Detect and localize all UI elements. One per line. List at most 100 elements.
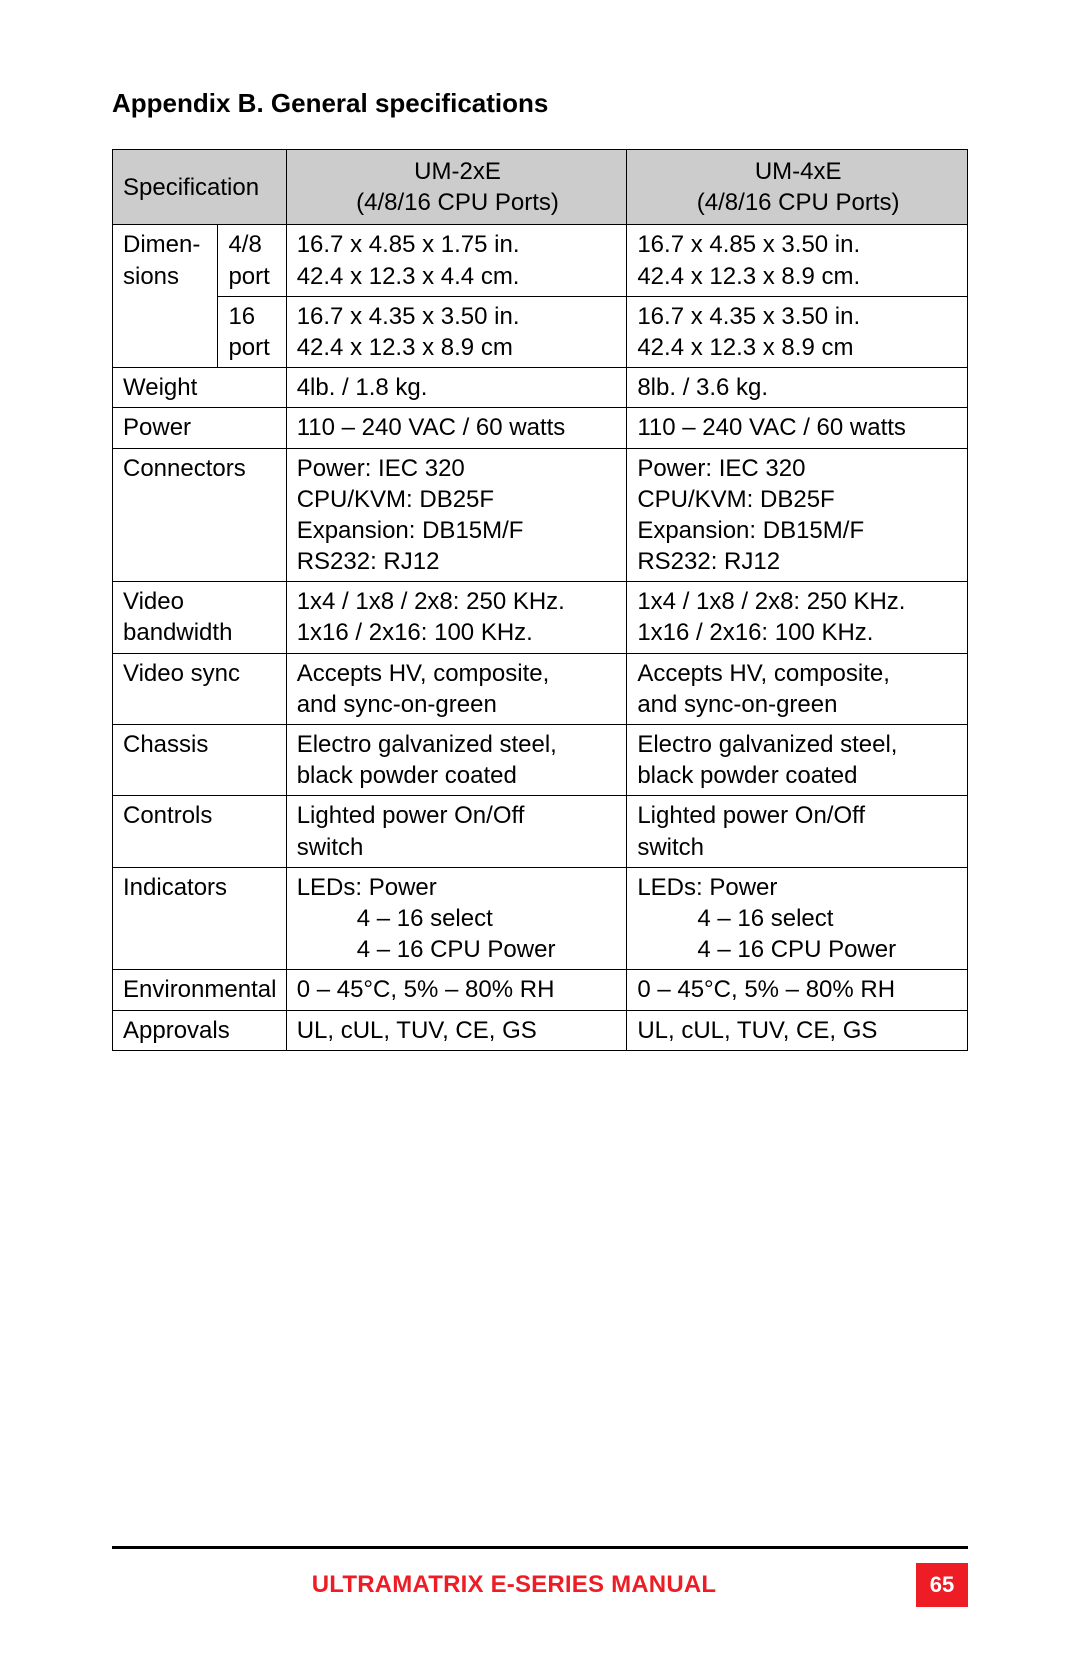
th-um4-sub: (4/8/16 CPU Ports) xyxy=(697,189,900,216)
cell-connectors-um2: Power: IEC 320 CPU/KVM: DB25F Expansion:… xyxy=(286,448,627,582)
controls-um4-l1: Lighted power On/Off xyxy=(637,802,865,829)
chassis-um4-l1: Electro galvanized steel, xyxy=(637,731,897,758)
conn-um4-l2: CPU/KVM: DB25F xyxy=(637,486,834,513)
th-um2xe: UM-2xE (4/8/16 CPU Ports) xyxy=(286,150,627,225)
cell-dim-48-label: 4/8 port xyxy=(218,225,286,296)
cell-power-um4: 110 – 240 VAC / 60 watts xyxy=(627,408,968,448)
row-dimensions-16: 16 port 16.7 x 4.35 x 3.50 in. 42.4 x 12… xyxy=(113,296,968,367)
cell-videosync-um4: Accepts HV, composite, and sync-on-green xyxy=(627,653,968,724)
cell-weight-label: Weight xyxy=(113,368,287,408)
th-um4-name: UM-4xE xyxy=(755,158,842,185)
cell-dim-16-label: 16 port xyxy=(218,296,286,367)
conn-um4-l4: RS232: RJ12 xyxy=(637,548,780,575)
ind-um2-l3: 4 – 16 CPU Power xyxy=(357,934,556,965)
cell-videobw-um2: 1x4 / 1x8 / 2x8: 250 KHz. 1x16 / 2x16: 1… xyxy=(286,582,627,653)
cell-chassis-label: Chassis xyxy=(113,725,287,796)
th-um2-sub: (4/8/16 CPU Ports) xyxy=(356,189,559,216)
cell-controls-um4: Lighted power On/Off switch xyxy=(627,796,968,867)
chassis-um2-l1: Electro galvanized steel, xyxy=(297,731,557,758)
cell-connectors-label: Connectors xyxy=(113,448,287,582)
cell-env-label: Environmental xyxy=(113,970,287,1010)
dim-48-um4-l2: 42.4 x 12.3 x 8.9 cm. xyxy=(637,263,860,290)
conn-um2-l2: CPU/KVM: DB25F xyxy=(297,486,494,513)
th-specification: Specification xyxy=(113,150,287,225)
cell-connectors-um4: Power: IEC 320 CPU/KVM: DB25F Expansion:… xyxy=(627,448,968,582)
cell-dimensions-label: Dimen-sions xyxy=(113,225,218,368)
chassis-um4-l2: black powder coated xyxy=(637,762,857,789)
vbw-um2-l1: 1x4 / 1x8 / 2x8: 250 KHz. xyxy=(297,588,565,615)
conn-um2-l3: Expansion: DB15M/F xyxy=(297,517,524,544)
row-approvals: Approvals UL, cUL, TUV, CE, GS UL, cUL, … xyxy=(113,1010,968,1050)
page-footer: ULTRAMATRIX E-SERIES MANUAL 65 xyxy=(112,1563,968,1607)
ind-um4-l1: LEDs: Power xyxy=(637,874,777,901)
cell-approvals-um2: UL, cUL, TUV, CE, GS xyxy=(286,1010,627,1050)
ind-um4-l2: 4 – 16 select xyxy=(697,903,833,934)
ind-um2-l1: LEDs: Power xyxy=(297,874,437,901)
vsync-um4-l2: and sync-on-green xyxy=(637,691,837,718)
vsync-um2-l1: Accepts HV, composite, xyxy=(297,660,550,687)
conn-um2-l4: RS232: RJ12 xyxy=(297,548,440,575)
dim-16-um2-l2: 42.4 x 12.3 x 8.9 cm xyxy=(297,334,513,361)
dim-16-um4-l2: 42.4 x 12.3 x 8.9 cm xyxy=(637,334,853,361)
cell-indicators-um2: LEDs: Power 4 – 16 select 4 – 16 CPU Pow… xyxy=(286,867,627,970)
dim-16-um2-l1: 16.7 x 4.35 x 3.50 in. xyxy=(297,303,520,330)
page-number-box: 65 xyxy=(916,1563,968,1607)
spec-table: Specification UM-2xE (4/8/16 CPU Ports) … xyxy=(112,149,968,1051)
vbw-um4-l1: 1x4 / 1x8 / 2x8: 250 KHz. xyxy=(637,588,905,615)
row-connectors: Connectors Power: IEC 320 CPU/KVM: DB25F… xyxy=(113,448,968,582)
row-chassis: Chassis Electro galvanized steel, black … xyxy=(113,725,968,796)
dim-48-um2-l2: 42.4 x 12.3 x 4.4 cm. xyxy=(297,263,520,290)
row-controls: Controls Lighted power On/Off switch Lig… xyxy=(113,796,968,867)
footer-rule xyxy=(112,1546,968,1549)
th-um4xe: UM-4xE (4/8/16 CPU Ports) xyxy=(627,150,968,225)
cell-dim-48-um2: 16.7 x 4.85 x 1.75 in. 42.4 x 12.3 x 4.4… xyxy=(286,225,627,296)
cell-controls-um2: Lighted power On/Off switch xyxy=(286,796,627,867)
page: Appendix B. General specifications Speci… xyxy=(0,0,1080,1669)
cell-chassis-um4: Electro galvanized steel, black powder c… xyxy=(627,725,968,796)
vsync-um4-l1: Accepts HV, composite, xyxy=(637,660,890,687)
cell-power-label: Power xyxy=(113,408,287,448)
conn-um4-l3: Expansion: DB15M/F xyxy=(637,517,864,544)
cell-controls-label: Controls xyxy=(113,796,287,867)
dim-16-um4-l1: 16.7 x 4.35 x 3.50 in. xyxy=(637,303,860,330)
chassis-um2-l2: black powder coated xyxy=(297,762,517,789)
row-power: Power 110 – 240 VAC / 60 watts 110 – 240… xyxy=(113,408,968,448)
page-heading: Appendix B. General specifications xyxy=(112,88,968,119)
table-header-row: Specification UM-2xE (4/8/16 CPU Ports) … xyxy=(113,150,968,225)
dim-48-um4-l1: 16.7 x 4.85 x 3.50 in. xyxy=(637,231,860,258)
th-um2-name: UM-2xE xyxy=(414,158,501,185)
cell-videosync-um2: Accepts HV, composite, and sync-on-green xyxy=(286,653,627,724)
cell-dim-16-um2: 16.7 x 4.35 x 3.50 in. 42.4 x 12.3 x 8.9… xyxy=(286,296,627,367)
cell-videobw-label: Video bandwidth xyxy=(113,582,287,653)
conn-um4-l1: Power: IEC 320 xyxy=(637,455,805,482)
vsync-um2-l2: and sync-on-green xyxy=(297,691,497,718)
cell-approvals-um4: UL, cUL, TUV, CE, GS xyxy=(627,1010,968,1050)
cell-chassis-um2: Electro galvanized steel, black powder c… xyxy=(286,725,627,796)
cell-videobw-um4: 1x4 / 1x8 / 2x8: 250 KHz. 1x16 / 2x16: 1… xyxy=(627,582,968,653)
row-indicators: Indicators LEDs: Power 4 – 16 select 4 –… xyxy=(113,867,968,970)
row-weight: Weight 4lb. / 1.8 kg. 8lb. / 3.6 kg. xyxy=(113,368,968,408)
cell-indicators-label: Indicators xyxy=(113,867,287,970)
dim-48-um2-l1: 16.7 x 4.85 x 1.75 in. xyxy=(297,231,520,258)
vbw-um2-l2: 1x16 / 2x16: 100 KHz. xyxy=(297,619,533,646)
footer-title: ULTRAMATRIX E-SERIES MANUAL xyxy=(112,1571,916,1599)
cell-dim-48-um4: 16.7 x 4.85 x 3.50 in. 42.4 x 12.3 x 8.9… xyxy=(627,225,968,296)
controls-um2-l2: switch xyxy=(297,834,364,861)
cell-approvals-label: Approvals xyxy=(113,1010,287,1050)
cell-weight-um4: 8lb. / 3.6 kg. xyxy=(627,368,968,408)
row-video-bandwidth: Video bandwidth 1x4 / 1x8 / 2x8: 250 KHz… xyxy=(113,582,968,653)
cell-env-um4: 0 – 45°C, 5% – 80% RH xyxy=(627,970,968,1010)
conn-um2-l1: Power: IEC 320 xyxy=(297,455,465,482)
vbw-um4-l2: 1x16 / 2x16: 100 KHz. xyxy=(637,619,873,646)
row-environmental: Environmental 0 – 45°C, 5% – 80% RH 0 – … xyxy=(113,970,968,1010)
controls-um4-l2: switch xyxy=(637,834,704,861)
cell-power-um2: 110 – 240 VAC / 60 watts xyxy=(286,408,627,448)
row-video-sync: Video sync Accepts HV, composite, and sy… xyxy=(113,653,968,724)
cell-dim-16-um4: 16.7 x 4.35 x 3.50 in. 42.4 x 12.3 x 8.9… xyxy=(627,296,968,367)
cell-env-um2: 0 – 45°C, 5% – 80% RH xyxy=(286,970,627,1010)
cell-videosync-label: Video sync xyxy=(113,653,287,724)
row-dimensions-48: Dimen-sions 4/8 port 16.7 x 4.85 x 1.75 … xyxy=(113,225,968,296)
cell-indicators-um4: LEDs: Power 4 – 16 select 4 – 16 CPU Pow… xyxy=(627,867,968,970)
ind-um4-l3: 4 – 16 CPU Power xyxy=(697,934,896,965)
cell-weight-um2: 4lb. / 1.8 kg. xyxy=(286,368,627,408)
